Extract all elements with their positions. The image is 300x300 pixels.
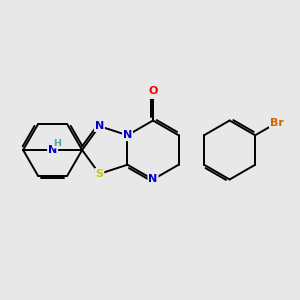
Text: S: S	[95, 169, 104, 179]
Text: O: O	[148, 86, 158, 96]
Text: N: N	[48, 145, 57, 155]
Text: H: H	[53, 139, 61, 148]
Text: N: N	[148, 175, 158, 184]
Text: N: N	[95, 121, 104, 131]
Text: Br: Br	[270, 118, 284, 128]
Text: N: N	[123, 130, 132, 140]
